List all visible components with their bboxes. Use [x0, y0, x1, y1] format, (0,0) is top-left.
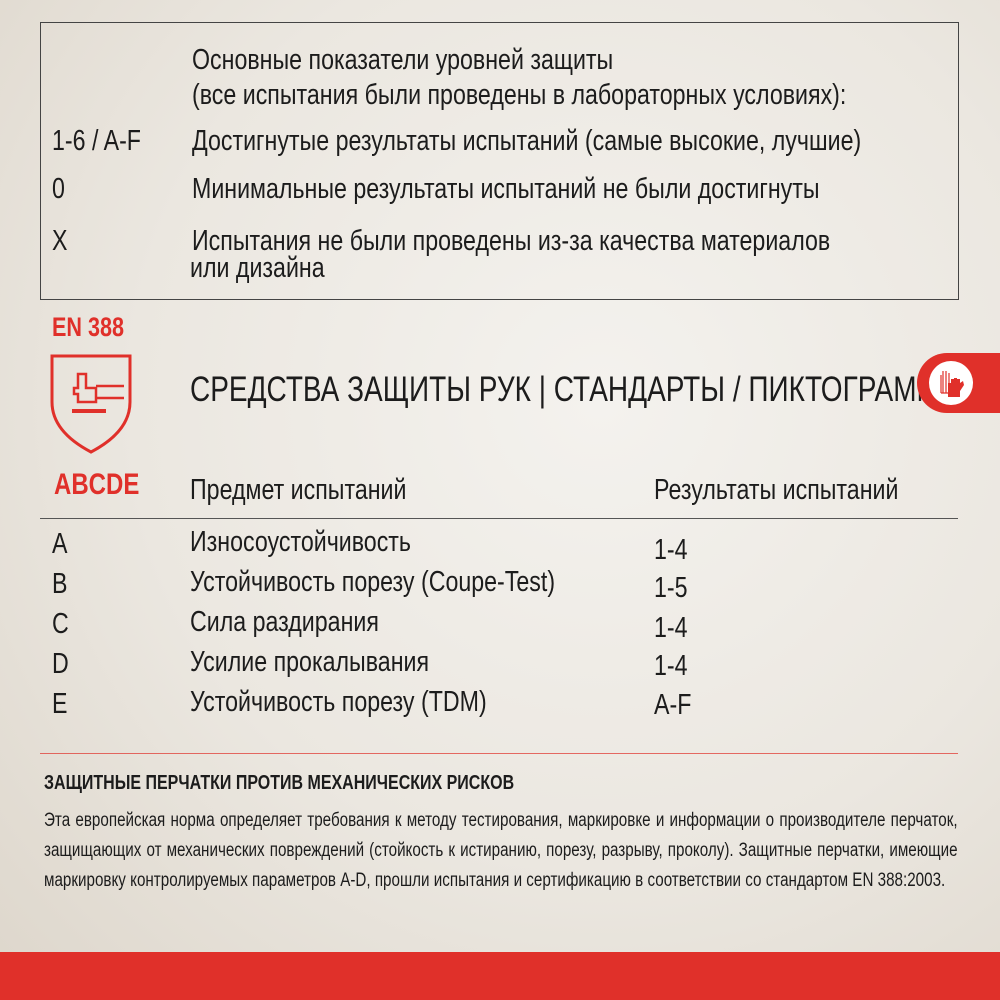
- shield-hammer-glove-icon: [50, 354, 132, 454]
- table-header-subject: Предмет испытаний: [190, 474, 407, 506]
- legend-text: Минимальные результаты испытаний не были…: [192, 173, 820, 205]
- row-subject: Износоустойчивость: [190, 526, 412, 558]
- gloves-tab: [917, 353, 1000, 413]
- footer-band: [0, 952, 1000, 1000]
- legend-heading-line1: Основные показатели уровней защиты: [192, 44, 614, 76]
- row-letter: D: [52, 648, 69, 680]
- page-title: СРЕДСТВА ЗАЩИТЫ РУК | СТАНДАРТЫ / ПИКТОГ…: [190, 370, 965, 409]
- row-result: 1-4: [654, 534, 688, 566]
- description-text: Эта европейская норма определяет требова…: [44, 810, 958, 891]
- legend-box: [40, 22, 959, 300]
- legend-text: Испытания не были проведены из-за качест…: [192, 225, 831, 257]
- row-letter: B: [52, 568, 68, 600]
- legend-text-cont: или дизайна: [190, 252, 325, 284]
- row-result: 1-4: [654, 612, 688, 644]
- row-result: A-F: [654, 689, 692, 721]
- legend-code: 0: [52, 173, 65, 205]
- standard-code: ABCDE: [54, 468, 140, 501]
- row-letter: E: [52, 688, 68, 720]
- row-subject: Устойчивость порезу (Coupe-Test): [190, 566, 556, 598]
- table-divider: [40, 518, 958, 519]
- row-result: 1-5: [654, 572, 688, 604]
- legend-text: Достигнутые результаты испытаний (самые …: [192, 125, 862, 157]
- legend-code: 1-6 / A-F: [52, 125, 141, 157]
- row-letter: A: [52, 528, 68, 560]
- legend-code: X: [52, 225, 68, 257]
- gloves-icon: [940, 371, 964, 397]
- row-subject: Устойчивость порезу (TDM): [190, 686, 487, 718]
- row-subject: Усилие прокалывания: [190, 646, 430, 678]
- table-header-result: Результаты испытаний: [654, 474, 899, 506]
- row-letter: C: [52, 608, 69, 640]
- section-divider: [40, 753, 958, 754]
- row-subject: Сила раздирания: [190, 606, 379, 638]
- standard-name: EN 388: [52, 312, 125, 342]
- row-result: 1-4: [654, 650, 688, 682]
- legend-heading-line2: (все испытания были проведены в лаборато…: [192, 79, 847, 111]
- description-heading: ЗАЩИТНЫЕ ПЕРЧАТКИ ПРОТИВ МЕХАНИЧЕСКИХ РИ…: [44, 772, 515, 794]
